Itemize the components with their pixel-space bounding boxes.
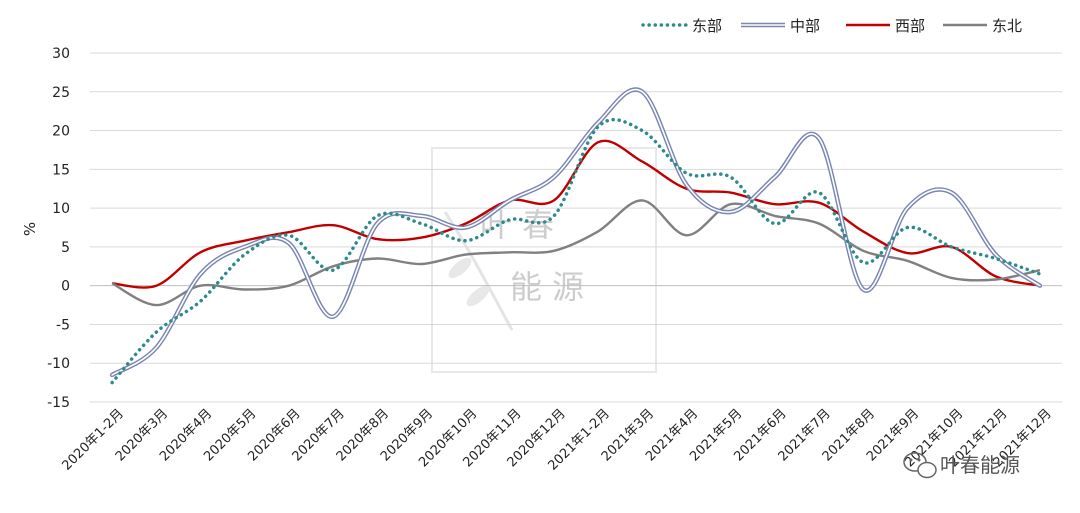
legend-label: 西部 (895, 17, 925, 35)
legend-label: 东部 (692, 17, 722, 35)
watermark-line2: 能源 (510, 268, 594, 306)
leaf-icon (466, 285, 490, 307)
wechat-icon (903, 452, 937, 479)
x-axis: 2020年1-2月2020年3月2020年4月2020年5月2020年6月202… (60, 406, 1055, 473)
series-lines (109, 87, 1043, 385)
y-tick-label: 25 (52, 85, 70, 101)
gridlines (90, 52, 1062, 403)
y-axis-title: % (21, 222, 39, 236)
y-tick-label: -5 (56, 317, 70, 333)
y-tick-label: -10 (47, 356, 70, 372)
series-line-2 (109, 87, 1043, 378)
legend: 东部 中部 西部 东北 (641, 17, 1022, 35)
y-tick-label: 10 (52, 201, 70, 217)
watermark-frame (431, 147, 657, 373)
x-tick-label: 2020年1-2月 (60, 406, 127, 473)
y-tick-label: 20 (52, 124, 70, 140)
brand-badge: 叶春能源 (903, 452, 1020, 479)
series-line-outline (109, 87, 1043, 378)
y-axis: 30 25 20 15 10 5 0 -5 -10 -15 (47, 46, 70, 411)
y-tick-label: -15 (47, 395, 70, 411)
leaf-icon (448, 257, 472, 279)
legend-label: 东北 (992, 17, 1022, 35)
y-tick-label: 5 (61, 240, 70, 256)
y-tick-label: 30 (52, 46, 70, 62)
y-tick-label: 15 (52, 162, 70, 178)
series-line-1 (110, 117, 1042, 385)
y-tick-label: 0 (61, 279, 70, 295)
brand-label: 叶春能源 (940, 453, 1020, 477)
legend-label: 中部 (790, 17, 820, 35)
series-line-inner (111, 88, 1041, 376)
